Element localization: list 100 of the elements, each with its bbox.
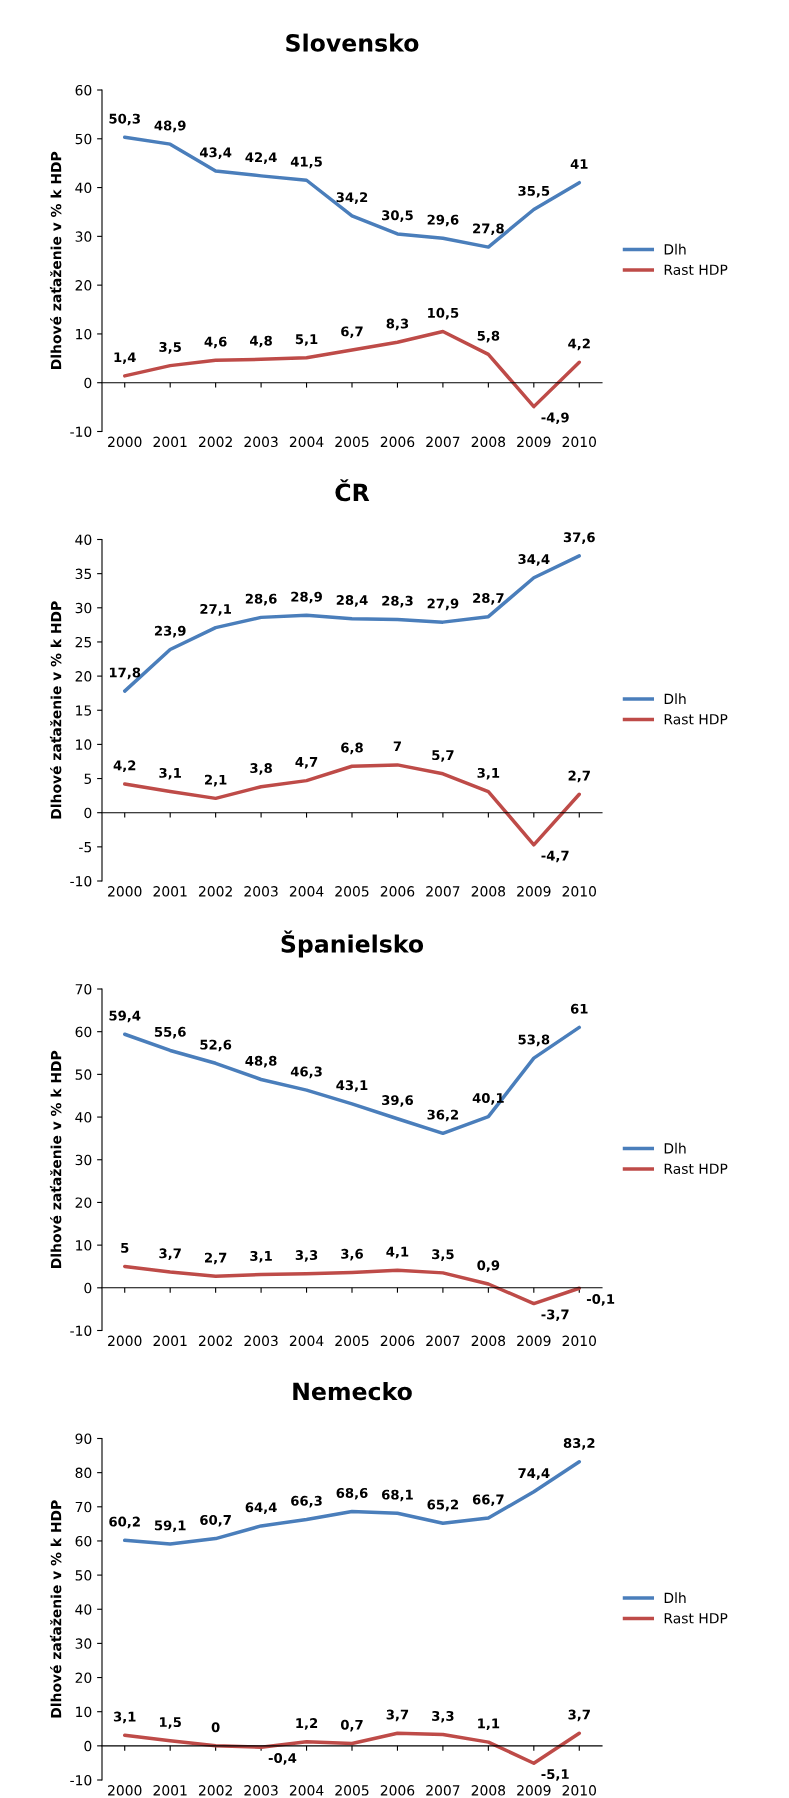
x-tick-label: 2001 <box>153 1335 187 1347</box>
data-label: 3,1 <box>250 1250 272 1263</box>
y-tick-label: -10 <box>70 426 92 437</box>
x-tick-label: 2000 <box>108 436 142 448</box>
x-tick-label: 2009 <box>517 886 551 897</box>
y-tick-label: 20 <box>75 1672 92 1684</box>
y-tick-label: 80 <box>75 1467 92 1479</box>
data-label: 3,7 <box>159 1248 181 1261</box>
x-tick-label: 2010 <box>562 1785 597 1796</box>
x-tick-label: 2010 <box>562 886 597 897</box>
data-label: 3,3 <box>295 1250 318 1262</box>
data-label: 5,8 <box>477 330 500 343</box>
data-label: 52,6 <box>200 1039 232 1052</box>
data-label: 28,6 <box>245 593 277 606</box>
data-label: 0,7 <box>340 1719 363 1732</box>
y-tick-label: 20 <box>75 1197 92 1208</box>
data-label: -3,7 <box>541 1309 569 1322</box>
y-axis-title: Dlhové zaťaženie v % k HDP <box>49 1500 62 1718</box>
x-tick-label: 2009 <box>517 436 551 448</box>
data-label: 3,1 <box>477 767 500 780</box>
data-label: 3,5 <box>432 1249 454 1261</box>
y-tick-label: -10 <box>70 875 92 887</box>
data-label: 5 <box>121 1242 129 1253</box>
y-tick-label: -10 <box>70 1325 92 1336</box>
data-label: 34,2 <box>336 192 368 204</box>
x-tick-label: 2001 <box>153 1785 187 1796</box>
y-tick-label: 30 <box>75 231 92 242</box>
data-label: 4,6 <box>204 336 227 349</box>
y-tick-label: 50 <box>75 133 92 145</box>
data-label: 29,6 <box>427 214 459 227</box>
data-label: 50,3 <box>109 113 140 126</box>
chart-title: Nemecko <box>293 1382 412 1401</box>
y-tick-label: 70 <box>75 983 92 995</box>
data-label: 53,8 <box>518 1034 550 1047</box>
y-tick-label: -5 <box>79 842 92 853</box>
x-tick-label: 2004 <box>289 436 324 448</box>
data-label: 66,7 <box>472 1494 504 1507</box>
x-tick-label: 2006 <box>380 436 415 448</box>
data-label: 30,5 <box>382 210 413 222</box>
x-tick-label: 2006 <box>380 886 415 897</box>
x-tick-label: 2004 <box>289 1335 324 1347</box>
data-label: 3,7 <box>386 1709 409 1722</box>
data-label: 60,7 <box>200 1514 231 1527</box>
data-label: 83,2 <box>563 1438 595 1450</box>
data-label: 0 <box>211 1722 220 1733</box>
x-tick-label: 2007 <box>426 1785 460 1796</box>
x-tick-label: 2001 <box>153 436 187 448</box>
y-tick-label: 35 <box>75 568 92 580</box>
y-tick-label: 60 <box>75 84 92 96</box>
y-tick-label: 30 <box>75 1638 92 1649</box>
y-tick-label: 20 <box>75 671 92 682</box>
x-tick-label: 2000 <box>108 1335 142 1347</box>
data-label: 37,6 <box>563 532 595 544</box>
data-label: 48,8 <box>245 1055 277 1068</box>
data-label: 5,7 <box>432 750 454 762</box>
legend-label: Rast HDP <box>664 1163 728 1174</box>
data-label: 6,8 <box>341 742 363 755</box>
y-tick-label: 25 <box>75 636 92 648</box>
x-tick-label: 2003 <box>244 1335 278 1347</box>
legend-label: Rast HDP <box>664 714 728 725</box>
y-tick-label: 5 <box>84 773 92 785</box>
x-tick-label: 2005 <box>335 886 369 897</box>
data-label: 3,3 <box>432 1710 454 1723</box>
data-label: 27,9 <box>427 598 459 611</box>
data-label: 48,9 <box>154 120 186 133</box>
x-tick-label: 2002 <box>198 1335 232 1347</box>
x-tick-label: 2010 <box>562 1335 597 1347</box>
y-axis-title: Dlhové zaťaženie v % k HDP <box>49 151 62 369</box>
data-label: 68,6 <box>336 1487 368 1500</box>
data-label: -0,1 <box>586 1294 615 1306</box>
y-tick-label: 50 <box>75 1069 92 1080</box>
data-label: 1,2 <box>296 1718 318 1730</box>
data-label: 1,1 <box>478 1718 500 1731</box>
data-label: 42,4 <box>245 152 277 164</box>
data-label: 66,3 <box>291 1495 322 1508</box>
x-tick-label: 2004 <box>289 886 324 897</box>
y-tick-label: 10 <box>76 1706 92 1718</box>
data-label: 0,9 <box>477 1260 500 1272</box>
y-tick-label: 60 <box>75 1535 92 1547</box>
data-label: 39,6 <box>382 1095 414 1107</box>
x-tick-label: 2009 <box>517 1785 551 1796</box>
y-tick-label: 40 <box>75 534 92 545</box>
data-label: 34,4 <box>518 554 550 566</box>
x-tick-label: 2007 <box>426 1335 460 1347</box>
data-label: 4,7 <box>295 757 318 769</box>
x-tick-label: 2003 <box>244 436 278 448</box>
x-tick-label: 2000 <box>108 886 142 897</box>
y-tick-label: 10 <box>76 739 92 750</box>
data-label: 4,2 <box>113 760 136 773</box>
legend-label: Dlh <box>664 693 686 704</box>
data-label: 28,3 <box>382 595 413 608</box>
data-label: -4,7 <box>541 850 569 863</box>
data-label: 55,6 <box>154 1026 186 1039</box>
data-label: 3,5 <box>159 341 181 354</box>
data-label: 1,4 <box>114 352 136 364</box>
data-label: 68,1 <box>382 1489 413 1502</box>
y-tick-label: 40 <box>75 182 92 194</box>
y-axis-title: Dlhové zaťaženie v % k HDP <box>49 1050 62 1268</box>
data-label: 3,1 <box>113 1711 136 1724</box>
data-label: 8,3 <box>386 318 409 331</box>
